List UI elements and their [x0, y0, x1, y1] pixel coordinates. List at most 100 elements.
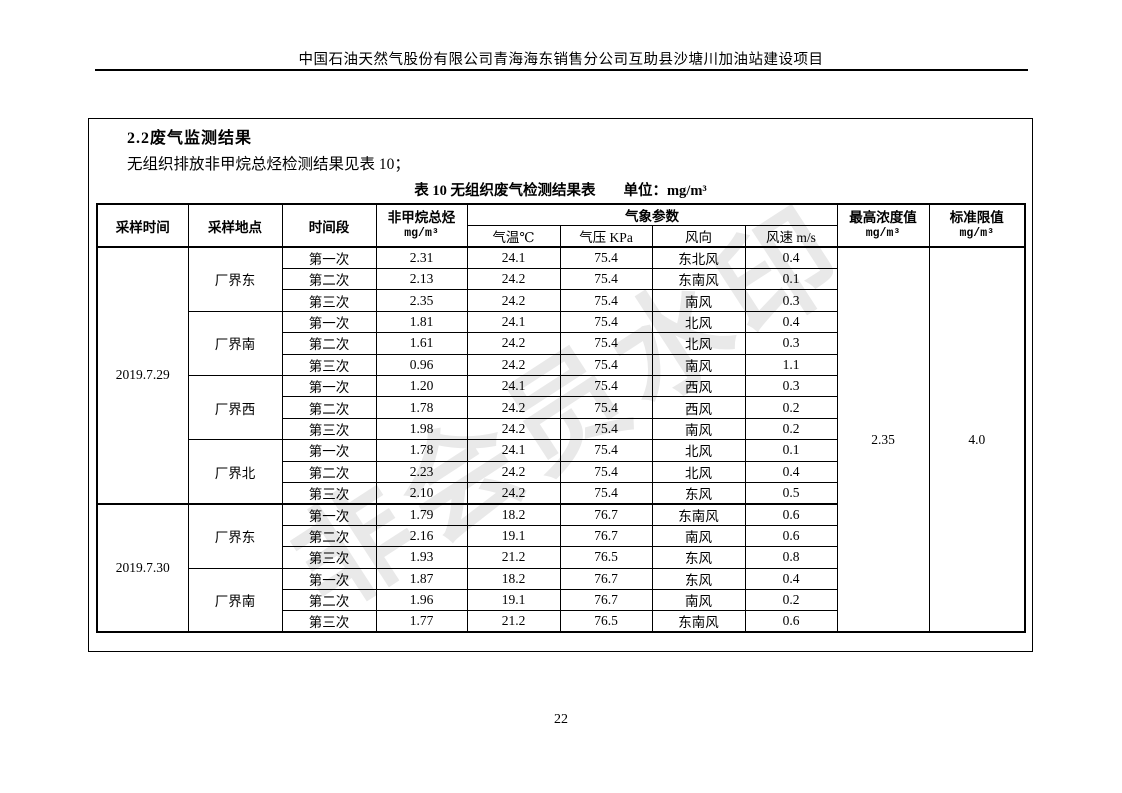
cell-period: 第一次: [281, 439, 377, 462]
table-row: 第二次 2.13 24.2 75.4 东南风 0.1: [97, 267, 1025, 291]
table-row: 第二次 1.96 19.1 76.7 南风 0.2: [97, 589, 1025, 612]
cell-wind-speed: 0.1: [744, 439, 838, 462]
cell-nmhc-value: 1.96: [375, 589, 468, 612]
cell-wind-direction: 南风: [651, 353, 746, 376]
table-row: 第二次 2.16 19.1 76.7 南风 0.6: [97, 524, 1025, 548]
cell-wind-speed: 1.1: [744, 353, 838, 376]
cell-wind-direction: 东北风: [651, 246, 746, 269]
table-caption-unit: 单位：mg/m³: [623, 183, 707, 199]
cell-pressure: 75.4: [559, 310, 653, 334]
cell-wind-direction: 北风: [651, 310, 746, 334]
cell-wind-direction: 东南风: [651, 267, 746, 291]
cell-nmhc-value: 2.10: [375, 481, 468, 505]
cell-nmhc-value: 2.16: [375, 524, 468, 548]
cell-nmhc-value: 2.23: [375, 460, 468, 483]
cell-period: 第一次: [281, 502, 377, 526]
cell-period: 第一次: [281, 374, 377, 398]
cell-nmhc-value: 1.87: [375, 567, 468, 591]
cell-nmhc-value: 1.78: [375, 439, 468, 462]
cell-temperature: 18.2: [466, 567, 561, 591]
cell-wind-speed: 0.4: [744, 460, 838, 483]
col-header-wind-direction: 风向: [651, 225, 746, 248]
cell-period: 第二次: [281, 267, 377, 291]
cell-pressure: 75.4: [559, 332, 653, 355]
cell-max-concentration: 2.35: [836, 246, 930, 633]
cell-wind-speed: 0.6: [744, 524, 838, 548]
cell-wind-speed: 0.3: [744, 289, 838, 312]
cell-wind-direction: 东风: [651, 567, 746, 591]
cell-wind-speed: 0.4: [744, 567, 838, 591]
cell-sample-location: 厂界南: [187, 567, 283, 633]
cell-temperature: 24.1: [466, 439, 561, 462]
cell-period: 第三次: [281, 353, 377, 376]
table-caption-title: 表 10 无组织废气检测结果表: [414, 183, 596, 199]
cell-period: 第三次: [281, 481, 377, 505]
cell-wind-speed: 0.3: [744, 332, 838, 355]
cell-nmhc-value: 1.78: [375, 396, 468, 419]
cell-temperature: 24.2: [466, 289, 561, 312]
cell-temperature: 24.2: [466, 267, 561, 291]
cell-wind-direction: 北风: [651, 332, 746, 355]
col-header-weather-group: 气象参数: [466, 203, 838, 226]
cell-pressure: 76.5: [559, 546, 653, 569]
cell-wind-speed: 0.1: [744, 267, 838, 291]
cell-wind-direction: 南风: [651, 289, 746, 312]
cell-temperature: 19.1: [466, 589, 561, 612]
cell-temperature: 24.2: [466, 332, 561, 355]
table-row: 第三次 0.96 24.2 75.4 南风 1.1: [97, 353, 1025, 376]
table-row: 2019.7.29 厂界东 第一次 2.31 24.1 75.4 东北风 0.4 2.35 4.0: [96, 246, 1026, 633]
table-row: 第二次 2.23 24.2 75.4 北风 0.4: [97, 460, 1025, 483]
cell-sample-location: 厂界东: [187, 502, 283, 569]
cell-wind-speed: 0.8: [744, 546, 838, 569]
cell-temperature: 19.1: [466, 524, 561, 548]
cell-wind-speed: 0.2: [744, 417, 838, 441]
cell-temperature: 24.1: [466, 246, 561, 269]
cell-sample-location: 厂界西: [187, 374, 283, 441]
cell-wind-direction: 西风: [651, 374, 746, 398]
cell-period: 第二次: [281, 589, 377, 612]
header-divider: [95, 69, 1028, 71]
content-frame: 2.2废气监测结果 无组织排放非甲烷总烃检测结果见表 10； 表 10 无组织废…: [88, 118, 1033, 652]
cell-period: 第二次: [281, 460, 377, 483]
cell-period: 第二次: [281, 332, 377, 355]
cell-wind-direction: 西风: [651, 396, 746, 419]
cell-period: 第一次: [281, 567, 377, 591]
cell-nmhc-value: 1.81: [375, 310, 468, 334]
cell-temperature: 24.2: [466, 481, 561, 505]
cell-temperature: 18.2: [466, 502, 561, 526]
cell-temperature: 24.2: [466, 417, 561, 441]
table-row: 第三次 1.77 21.2 76.5 东南风 0.6: [97, 610, 1025, 633]
cell-temperature: 24.2: [466, 353, 561, 376]
cell-temperature: 24.1: [466, 310, 561, 334]
col-header-limit: 标准限值 mg/m³: [928, 203, 1026, 248]
cell-pressure: 76.5: [559, 610, 653, 633]
cell-nmhc-value: 2.35: [375, 289, 468, 312]
cell-wind-speed: 0.2: [744, 589, 838, 612]
cell-period: 第二次: [281, 524, 377, 548]
cell-pressure: 76.7: [559, 567, 653, 591]
cell-pressure: 75.4: [559, 267, 653, 291]
cell-period: 第二次: [281, 396, 377, 419]
cell-temperature: 24.2: [466, 460, 561, 483]
cell-standard-limit: 4.0: [928, 246, 1026, 633]
cell-wind-direction: 南风: [651, 417, 746, 441]
cell-period: 第三次: [281, 610, 377, 633]
table-body: 2019.7.29 厂界东 第一次 2.31 24.1 75.4 东北风 0.4 2.35 4.0…: [96, 246, 1026, 633]
cell-wind-speed: 0.5: [744, 481, 838, 505]
cell-nmhc-value: 1.61: [375, 332, 468, 355]
table-header: 采样时间 采样地点 时间段 非甲烷总烃 mg/m³ 气象参数 最高浓度值 mg/…: [96, 203, 1026, 248]
cell-sample-location: 厂界东: [187, 246, 283, 312]
cell-wind-direction: 南风: [651, 589, 746, 612]
cell-wind-speed: 0.4: [744, 246, 838, 269]
col-header-sample-location: 采样地点: [187, 203, 283, 248]
col-header-temperature: 气温℃: [466, 225, 561, 248]
col-header-period: 时间段: [281, 203, 377, 248]
cell-wind-speed: 0.3: [744, 374, 838, 398]
cell-temperature: 21.2: [466, 610, 561, 633]
col-header-max-value: 最高浓度值 mg/m³: [836, 203, 930, 248]
table-row: 厂界南 第一次 1.87 18.2 76.7 东风 0.4: [97, 567, 1025, 633]
cell-pressure: 75.4: [559, 481, 653, 505]
cell-pressure: 75.4: [559, 396, 653, 419]
cell-temperature: 21.2: [466, 546, 561, 569]
cell-wind-speed: 0.6: [744, 502, 838, 526]
